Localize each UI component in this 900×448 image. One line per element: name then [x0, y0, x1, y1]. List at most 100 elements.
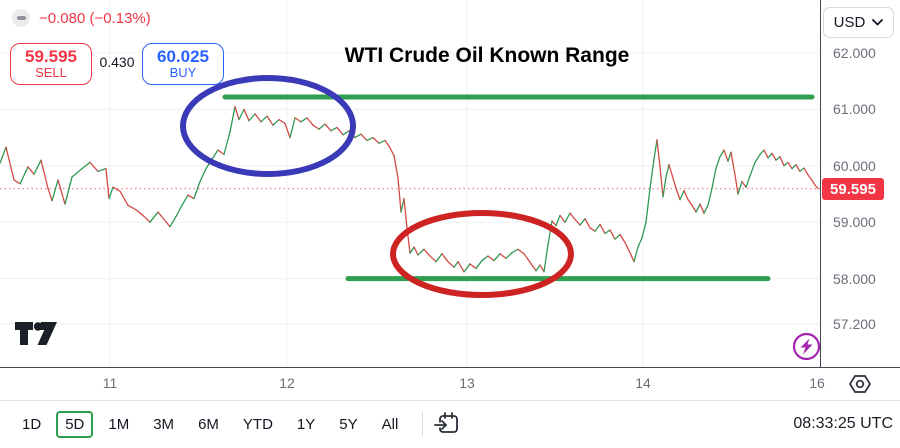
- toolbar-divider: [422, 412, 424, 436]
- price-axis-label: 61.000: [833, 101, 876, 118]
- range-button-all[interactable]: All: [381, 415, 399, 433]
- price-series-segment: [447, 261, 455, 268]
- buy-label: BUY: [169, 65, 197, 81]
- price-axis[interactable]: 59.595 62.000 61.000 60.000 59.000 58.000 57.…: [820, 0, 900, 400]
- price-series-segment: [493, 253, 501, 262]
- price-series-segment: [47, 187, 53, 202]
- price-series-segment: [413, 246, 419, 256]
- range-button-3m[interactable]: 3M: [153, 415, 175, 433]
- price-series-segment: [505, 252, 513, 259]
- timeframe-toolbar: 1D 5D 1M 3M 6M YTD 1Y 5Y All 08:33:25 UTC: [0, 400, 900, 447]
- price-series-segment: [653, 139, 658, 160]
- price-series-segment: [243, 108, 250, 122]
- chart-canvas[interactable]: −0.080 (−0.13%) 59.595 SELL 0.430 60.025…: [0, 0, 820, 367]
- price-series-segment: [767, 152, 773, 159]
- price-series-segment: [199, 167, 207, 183]
- price-series-segment: [457, 261, 465, 273]
- price-series-segment: [312, 124, 320, 130]
- price-series-segment: [469, 263, 477, 270]
- last-price-badge: 59.595: [822, 178, 884, 200]
- price-series-segment: [336, 126, 344, 136]
- tradingview-logo-icon: [15, 322, 57, 345]
- price-series-segment: [609, 229, 616, 240]
- price-series-segment: [234, 105, 240, 121]
- price-series-segment: [579, 218, 586, 226]
- price-series-segment: [40, 159, 49, 190]
- price-series-segment: [787, 161, 793, 170]
- range-button-5y[interactable]: 5Y: [339, 415, 358, 433]
- price-series-segment: [229, 105, 236, 133]
- price-series-segment: [662, 176, 667, 198]
- price-series-segment: [559, 214, 566, 223]
- price-series-segment: [799, 167, 805, 173]
- price-series-segment: [324, 123, 332, 132]
- price-series-segment: [260, 115, 268, 123]
- price-series-segment: [169, 215, 177, 228]
- price-series-segment: [330, 126, 338, 132]
- price-series-segment: [487, 255, 495, 262]
- price-series-segment: [481, 255, 489, 262]
- gear-icon[interactable]: [848, 372, 872, 401]
- price-series-segment: [641, 221, 647, 239]
- price-series-segment: [683, 189, 689, 201]
- range-button-1m[interactable]: 1M: [108, 415, 130, 433]
- price-series-segment: [754, 153, 761, 164]
- price-series-segment: [711, 167, 717, 190]
- price-series-segment: [108, 186, 114, 200]
- clock-display[interactable]: 08:33:25 UTC: [793, 415, 893, 432]
- price-series-segment: [691, 204, 697, 213]
- price-series-segment: [771, 152, 777, 161]
- sell-button[interactable]: 59.595 SELL: [10, 43, 92, 85]
- price-series-segment: [51, 179, 59, 202]
- price-series-segment: [19, 166, 29, 185]
- price-series-segment: [289, 117, 296, 139]
- price-axis-label: 58.000: [833, 270, 876, 287]
- price-series-segment: [318, 123, 326, 130]
- price-series-segment: [569, 212, 576, 221]
- price-series-segment: [384, 139, 391, 149]
- time-axis[interactable]: 11 12 13 14 16: [0, 367, 900, 401]
- price-series-segment: [441, 253, 449, 263]
- sell-price: 59.595: [25, 46, 77, 66]
- range-button-6m[interactable]: 6M: [198, 415, 219, 433]
- price-series-segment: [57, 179, 66, 205]
- price-series-segment: [584, 218, 591, 229]
- price-series-segment: [783, 161, 789, 167]
- price-series-segment: [719, 149, 725, 158]
- price-series-segment: [668, 164, 673, 176]
- price-series-segment: [531, 264, 537, 272]
- price-series-segment: [511, 248, 519, 254]
- range-button-1d[interactable]: 1D: [22, 415, 42, 433]
- price-series-segment: [248, 113, 256, 122]
- buy-price: 60.025: [157, 46, 209, 66]
- price-series-segment: [779, 156, 785, 167]
- buy-button[interactable]: 60.025 BUY: [142, 43, 224, 85]
- price-series-segment: [217, 149, 225, 156]
- price-series-segment: [633, 246, 639, 263]
- price-series-segment: [543, 244, 549, 273]
- price-series-segment: [741, 180, 747, 188]
- price-series-segment: [238, 108, 245, 121]
- price-series-segment: [523, 253, 529, 261]
- range-button-5d[interactable]: 5D: [56, 410, 94, 438]
- price-series-segment: [278, 118, 286, 125]
- price-series-segment: [649, 158, 655, 190]
- price-chart-svg[interactable]: [0, 0, 820, 367]
- price-series-segment: [360, 133, 368, 142]
- time-axis-label: 16: [809, 375, 825, 391]
- price-series-segment: [354, 133, 362, 139]
- price-series-segment: [574, 218, 581, 226]
- time-axis-label: 14: [635, 375, 651, 391]
- price-series-segment: [807, 174, 813, 182]
- range-button-1y[interactable]: 1Y: [296, 415, 316, 433]
- symbol-icon: [12, 9, 30, 27]
- price-series-segment: [604, 229, 611, 235]
- price-series-segment: [272, 118, 280, 126]
- price-series-segment: [372, 136, 380, 144]
- price-series-segment: [539, 264, 545, 273]
- instant-execution-icon[interactable]: [792, 332, 821, 366]
- price-axis-label: 57.200: [833, 315, 876, 332]
- range-button-ytd[interactable]: YTD: [242, 415, 273, 433]
- goto-date-button[interactable]: [434, 410, 462, 438]
- currency-select[interactable]: USD: [823, 7, 894, 38]
